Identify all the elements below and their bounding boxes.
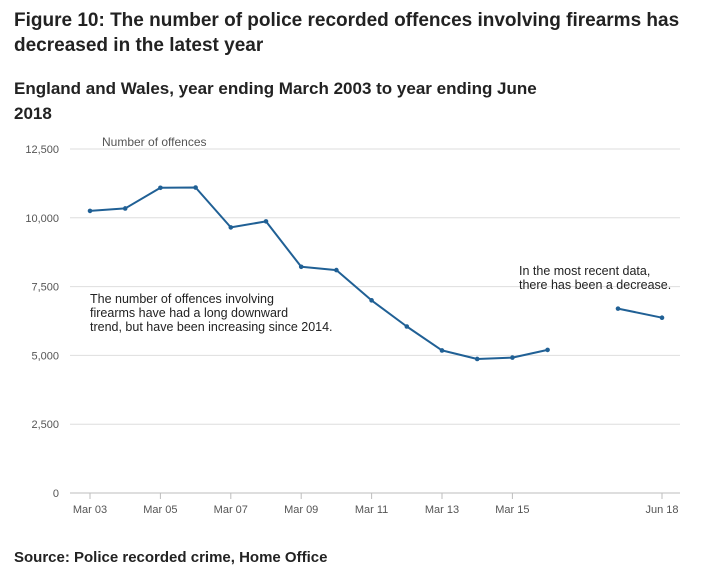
data-point xyxy=(474,356,480,362)
x-tick-label: Mar 13 xyxy=(425,504,459,516)
x-tick-label: Mar 07 xyxy=(214,504,248,516)
gridlines xyxy=(70,148,680,494)
chart-title: Figure 10: The number of police recorded… xyxy=(14,10,680,56)
data-point xyxy=(510,355,515,360)
source-note: Source: Police recorded crime, Home Offi… xyxy=(14,549,328,566)
data-point xyxy=(545,347,550,353)
y-tick-label: 2,500 xyxy=(31,419,59,431)
annotations: The number of offences involving firearms… xyxy=(90,264,671,334)
data-point xyxy=(439,348,445,353)
data-point xyxy=(615,306,621,311)
data-point xyxy=(404,324,410,329)
x-tick-label: Mar 05 xyxy=(143,504,177,516)
y-tick-label: 10,000 xyxy=(25,213,59,225)
annotation-text: In the most recent data, there has been a… xyxy=(519,264,671,292)
y-tick-label: 5,000 xyxy=(31,350,59,362)
data-point xyxy=(228,225,234,230)
chart-subtitle: England and Wales, year ending March 200… xyxy=(14,79,537,123)
series-points xyxy=(87,185,665,362)
x-tick-label: Mar 09 xyxy=(284,504,318,516)
series-line xyxy=(89,186,548,360)
data-point xyxy=(334,267,339,273)
data-point xyxy=(122,206,128,211)
y-axis: 0 2,500 5,000 7,500 10,000 12,500 xyxy=(25,144,59,500)
y-tick-label: 0 xyxy=(53,488,59,500)
annotation-text: The number of offences involving firearms… xyxy=(90,292,333,334)
series-lines xyxy=(89,186,663,360)
x-tick-label: Mar 03 xyxy=(73,504,107,516)
y-tick-label: 7,500 xyxy=(31,282,59,294)
y-tick-label: 12,500 xyxy=(25,144,59,156)
x-tick-label: Mar 15 xyxy=(495,504,529,516)
data-point xyxy=(659,315,665,320)
x-tick-label: Jun 18 xyxy=(645,504,678,516)
data-point xyxy=(193,185,198,190)
x-tick-label: Mar 11 xyxy=(355,504,388,516)
data-point xyxy=(158,185,163,191)
series-line xyxy=(617,307,663,319)
data-point xyxy=(369,298,374,303)
data-point xyxy=(298,264,304,270)
data-point xyxy=(87,208,93,214)
x-axis: Mar 03 Mar 05 Mar 07 Mar 09 Mar 11 Mar 13 Mar … xyxy=(73,493,679,516)
y-axis-label: Number of offences xyxy=(102,135,207,149)
data-point xyxy=(263,219,269,224)
